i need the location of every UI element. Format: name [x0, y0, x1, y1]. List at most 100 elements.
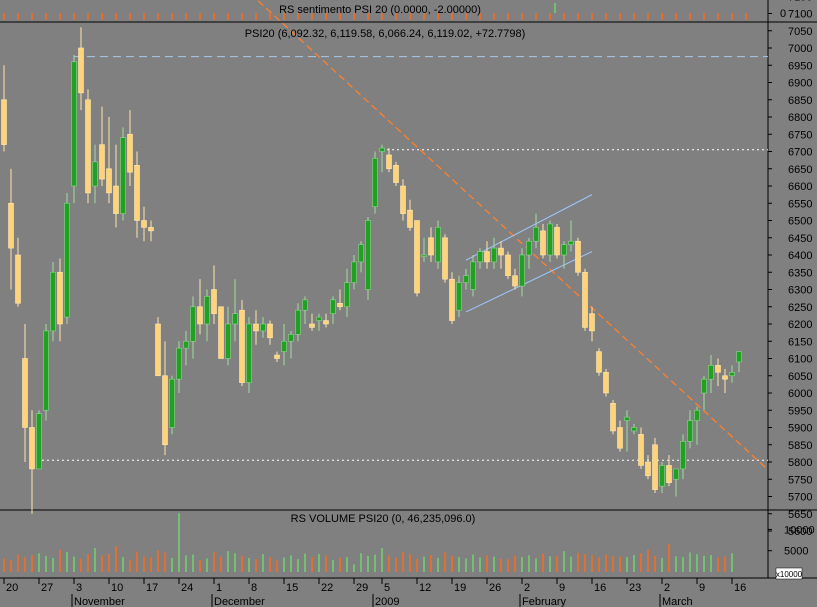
candle-body: [715, 365, 721, 373]
candle-body: [491, 247, 497, 263]
sentiment-axis-label: 0: [780, 8, 786, 20]
candle-body: [351, 261, 357, 283]
x-tick-label: 12: [419, 582, 431, 594]
price-y-tick-label: 7000: [788, 43, 812, 55]
x-tick-label: 19: [454, 582, 466, 594]
x-tick-label: 16: [594, 582, 606, 594]
x-tick-label: 5: [384, 582, 390, 594]
candle-body: [358, 244, 364, 263]
candle-body: [64, 202, 70, 318]
price-y-tick-label: 6000: [788, 388, 812, 400]
candle-body: [323, 320, 329, 325]
month-label: November: [74, 596, 125, 607]
candle-body: [176, 347, 182, 380]
price-y-tick-label: 5700: [788, 492, 812, 504]
candle-body: [281, 340, 287, 352]
price-y-tick-label: 6950: [788, 60, 812, 72]
candle-body: [568, 240, 574, 245]
candle-body: [435, 227, 441, 263]
price-y-tick-label: 6200: [788, 319, 812, 331]
x-tick-label: 22: [321, 582, 333, 594]
candle-body: [540, 230, 546, 256]
candle-body: [190, 306, 196, 342]
candle-body: [225, 323, 231, 359]
candle-body: [589, 313, 595, 332]
price-y-tick-label: 7150: [788, 0, 812, 3]
candle-body: [295, 309, 301, 335]
candle-body: [148, 227, 154, 232]
candle-body: [477, 251, 483, 263]
x-tick-label: 23: [629, 582, 641, 594]
candle-body: [596, 351, 602, 373]
price-y-tick-label: 6900: [788, 78, 812, 90]
x-axis: 20 27 3 10 17 24 1 8 15 22 29 5 12 19 26 2 9 16 23 2 9 16Nove…: [3, 578, 746, 607]
price-y-tick-label: 5950: [788, 405, 812, 417]
candle-body: [267, 323, 273, 339]
candle-body: [603, 371, 609, 394]
candle-body: [99, 144, 105, 180]
candle-body: [666, 465, 672, 484]
candle-body: [533, 227, 539, 242]
price-y-tick-label: 6650: [788, 164, 812, 176]
candle-body: [260, 323, 266, 332]
month-label: February: [522, 596, 567, 607]
x-tick-label: 10: [111, 582, 123, 594]
price-y-tick-label: 6150: [788, 336, 812, 348]
x-tick-label: 24: [181, 582, 193, 594]
volume-y-tick-label: 5000: [784, 546, 808, 558]
candle-body: [638, 434, 644, 466]
price-y-tick-label: 6600: [788, 181, 812, 193]
candle-body: [708, 365, 714, 380]
candle-body: [309, 323, 315, 328]
candle-body: [316, 316, 322, 321]
candle-body: [687, 420, 693, 442]
sentiment-header: RS sentimento PSI 20 (0.0000, -2.00000): [279, 4, 481, 16]
candle-body: [141, 220, 147, 228]
candle-body: [365, 220, 371, 290]
candle-body: [428, 237, 434, 256]
candle-body: [519, 254, 525, 287]
candle-body: [134, 165, 140, 221]
price-y-tick-label: 5600: [788, 526, 812, 538]
price-y-tick-label: 5650: [788, 509, 812, 521]
price-y-tick-label: 6550: [788, 198, 812, 210]
candle-body: [701, 378, 707, 394]
x-tick-label: 8: [251, 582, 257, 594]
candle-body: [554, 227, 560, 256]
candle-body: [694, 409, 700, 421]
candle-body: [50, 271, 56, 332]
candle-body: [155, 323, 161, 377]
candle-body: [246, 323, 252, 383]
candle-body: [106, 168, 112, 194]
candle-body: [211, 289, 217, 314]
candle-body: [421, 254, 427, 257]
candle-body: [484, 251, 490, 263]
x-tick-label: 1: [216, 582, 222, 594]
volume-panel: 5000 10000: [3, 513, 815, 572]
price-y-tick-label: 6450: [788, 233, 812, 245]
candle-body: [162, 375, 168, 446]
price-y-tick-label: 6850: [788, 95, 812, 107]
candle-body: [183, 340, 189, 349]
candle-body: [575, 240, 581, 273]
candle-body: [393, 165, 399, 183]
candle-body: [120, 137, 126, 214]
candle-body: [470, 261, 476, 290]
candle-body: [92, 161, 98, 187]
candle-body: [673, 468, 679, 480]
candle-body: [547, 223, 553, 256]
price-y-tick-label: 6300: [788, 285, 812, 297]
candle-body: [43, 330, 49, 411]
candle-body: [127, 133, 133, 173]
candle-body: [561, 244, 567, 256]
candle-body: [617, 427, 623, 449]
channel-lower-line: [465, 251, 593, 313]
volume-y-tick-label: 10000: [784, 524, 815, 536]
candle-body: [379, 147, 385, 152]
candle-body: [8, 202, 14, 249]
candle-body: [442, 237, 448, 280]
candle-body: [253, 323, 259, 332]
price-y-tick-label: 5850: [788, 440, 812, 452]
sentiment-panel: [3, 3, 747, 20]
